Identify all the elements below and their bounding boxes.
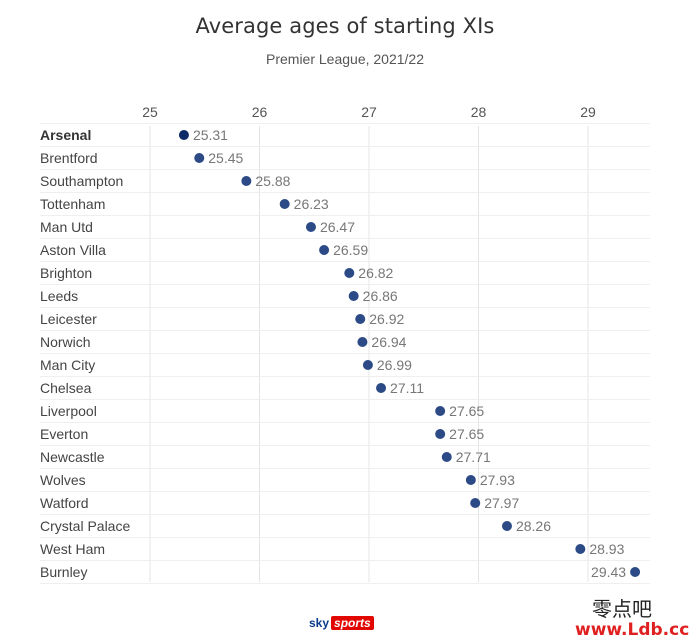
value-label: 28.93 — [589, 541, 624, 557]
value-label: 25.31 — [193, 127, 228, 143]
team-label: Liverpool — [40, 403, 97, 419]
data-point — [575, 544, 586, 554]
value-label: 26.59 — [333, 242, 368, 258]
data-point — [470, 498, 481, 508]
team-label: Leeds — [40, 288, 78, 304]
data-point — [465, 475, 476, 485]
value-label: 25.88 — [255, 173, 290, 189]
value-label: 27.65 — [449, 426, 484, 442]
team-label: Aston Villa — [40, 242, 106, 258]
value-label: 26.94 — [371, 334, 406, 350]
value-label: 26.92 — [369, 311, 404, 327]
value-label: 26.82 — [358, 265, 393, 281]
data-point — [344, 268, 355, 278]
x-tick-label: 28 — [471, 104, 487, 120]
value-label: 29.43 — [591, 564, 626, 580]
team-label: Chelsea — [40, 380, 92, 396]
x-tick-label: 29 — [580, 104, 596, 120]
data-point — [362, 360, 373, 370]
data-point — [348, 291, 359, 301]
sports-logo-text: sports — [331, 616, 374, 630]
team-label: Burnley — [40, 564, 87, 580]
chart-title: Average ages of starting XIs — [195, 14, 495, 38]
data-point — [241, 176, 252, 186]
data-point — [194, 153, 205, 163]
value-label: 26.23 — [294, 196, 329, 212]
chart-subtitle: Premier League, 2021/22 — [266, 51, 424, 67]
value-label: 26.86 — [363, 288, 398, 304]
watermark-url: www.Ldb.cc — [575, 620, 690, 640]
team-label: Watford — [40, 495, 89, 511]
team-label: Man Utd — [40, 219, 93, 235]
data-point — [376, 383, 387, 393]
data-point — [279, 199, 290, 209]
value-label: 26.99 — [377, 357, 412, 373]
sky-sports-logo: sky sports — [309, 616, 374, 630]
team-label: Man City — [40, 357, 95, 373]
team-label: Crystal Palace — [40, 518, 130, 534]
data-point — [441, 452, 452, 462]
team-label: Norwich — [40, 334, 91, 350]
team-label: Tottenham — [40, 196, 105, 212]
value-label: 27.97 — [484, 495, 519, 511]
watermark-chinese: 零点吧 — [592, 597, 652, 621]
team-label: Everton — [40, 426, 88, 442]
value-label: 26.47 — [320, 219, 355, 235]
value-label: 25.45 — [208, 150, 243, 166]
team-label: West Ham — [40, 541, 105, 557]
value-label: 27.11 — [390, 380, 424, 396]
x-tick-label: 26 — [252, 104, 268, 120]
data-point — [319, 245, 330, 255]
data-point — [355, 314, 366, 324]
team-label: Brighton — [40, 265, 92, 281]
value-label: 27.93 — [480, 472, 515, 488]
x-tick-label: 25 — [142, 104, 158, 120]
data-point — [357, 337, 368, 347]
data-point — [305, 222, 316, 232]
data-point — [501, 521, 512, 531]
team-label: Brentford — [40, 150, 98, 166]
x-tick-label: 27 — [361, 104, 377, 120]
data-point — [435, 429, 446, 439]
data-point — [178, 130, 189, 140]
data-point — [435, 406, 446, 416]
value-label: 27.65 — [449, 403, 484, 419]
team-label: Arsenal — [40, 127, 91, 143]
team-label: Southampton — [40, 173, 123, 189]
value-label: 28.26 — [516, 518, 551, 534]
sky-logo-text: sky — [309, 616, 330, 630]
team-label: Leicester — [40, 311, 97, 327]
data-point — [630, 567, 641, 577]
value-label: 27.71 — [456, 449, 491, 465]
team-label: Newcastle — [40, 449, 105, 465]
team-label: Wolves — [40, 472, 86, 488]
